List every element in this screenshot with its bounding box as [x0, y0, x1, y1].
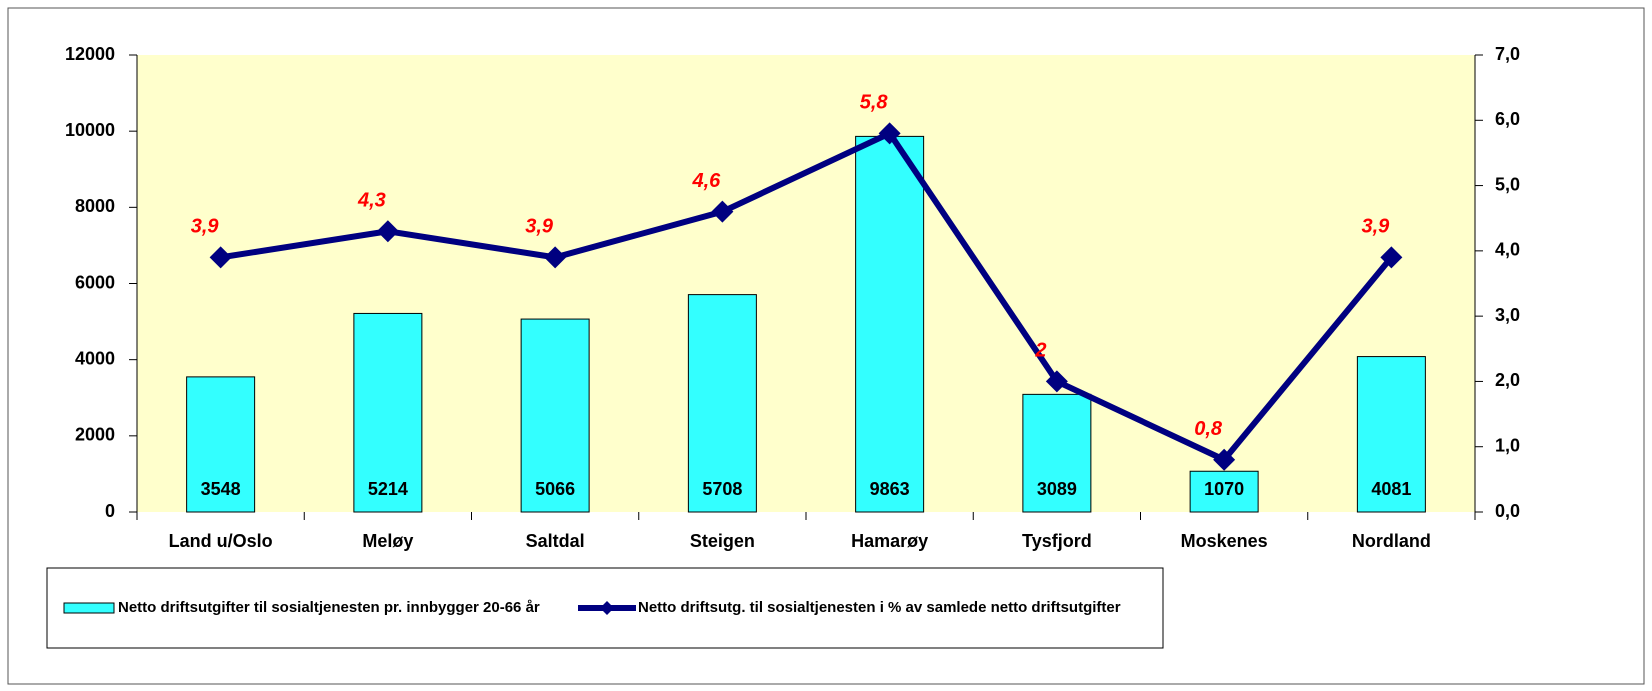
line-marker — [711, 200, 734, 223]
legend-label: Netto driftsutg. til sosialtjenesten i %… — [638, 599, 1121, 616]
y-tick-label: 0 — [105, 501, 115, 521]
line-value-label: 4,3 — [357, 190, 386, 212]
x-tick-label: Steigen — [690, 531, 755, 551]
bar — [1022, 393, 1092, 513]
bar — [1356, 356, 1426, 513]
y2-tick-label: 2,0 — [1495, 370, 1520, 390]
y2-tick-label: 3,0 — [1495, 305, 1520, 325]
legend-swatch-bar — [63, 602, 115, 614]
y-tick-label: 8000 — [75, 196, 115, 216]
bar — [1189, 470, 1259, 513]
bar-value-label: 3548 — [201, 479, 241, 499]
y-tick-label: 2000 — [75, 425, 115, 445]
y-tick-label: 10000 — [65, 120, 115, 140]
x-tick-label: Moskenes — [1181, 531, 1268, 551]
bar — [186, 376, 256, 513]
bar-value-label: 4081 — [1371, 479, 1411, 499]
bar — [855, 135, 925, 513]
line-value-label: 3,9 — [1361, 216, 1390, 238]
plot-area — [137, 55, 1475, 512]
bar — [520, 318, 590, 513]
y2-tick-label: 0,0 — [1495, 501, 1520, 521]
bar — [353, 312, 423, 513]
x-tick-label: Nordland — [1352, 531, 1431, 551]
bar-value-label: 3089 — [1037, 479, 1077, 499]
y-tick-label: 6000 — [75, 272, 115, 292]
y2-tick-label: 4,0 — [1495, 240, 1520, 260]
line-marker — [1380, 246, 1403, 269]
bar — [687, 294, 757, 513]
line-marker — [1213, 448, 1236, 471]
x-tick-label: Land u/Oslo — [169, 531, 273, 551]
x-tick-label: Meløy — [362, 531, 413, 551]
bar-value-label: 1070 — [1204, 479, 1244, 499]
line-marker — [878, 122, 901, 145]
bar-value-label: 5708 — [702, 479, 742, 499]
line-value-label: 2 — [1034, 340, 1046, 362]
line-value-label: 3,9 — [525, 216, 554, 238]
line-marker — [544, 246, 567, 269]
y-tick-label: 4000 — [75, 348, 115, 368]
line-marker — [376, 220, 399, 243]
line-value-label: 0,8 — [1194, 418, 1223, 440]
line-marker — [1045, 370, 1068, 393]
y2-tick-label: 7,0 — [1495, 44, 1520, 64]
y2-tick-label: 6,0 — [1495, 109, 1520, 129]
line-value-label: 4,6 — [691, 170, 721, 192]
legend-swatch-marker — [600, 601, 614, 615]
y-tick-label: 12000 — [65, 44, 115, 64]
bar-value-label: 5214 — [368, 479, 408, 499]
line-value-label: 3,9 — [191, 216, 220, 238]
x-tick-label: Hamarøy — [851, 531, 928, 551]
line — [220, 129, 1394, 464]
x-tick-label: Saltdal — [526, 531, 585, 551]
bar-value-label: 5066 — [535, 479, 575, 499]
y2-tick-label: 5,0 — [1495, 174, 1520, 194]
line-marker — [209, 246, 232, 269]
line-value-label: 5,8 — [860, 92, 889, 114]
x-tick-label: Tysfjord — [1022, 531, 1092, 551]
legend-label: Netto driftsutgifter til sosialtjenesten… — [118, 599, 540, 616]
bar-value-label: 9863 — [870, 479, 910, 499]
y2-tick-label: 1,0 — [1495, 435, 1520, 455]
